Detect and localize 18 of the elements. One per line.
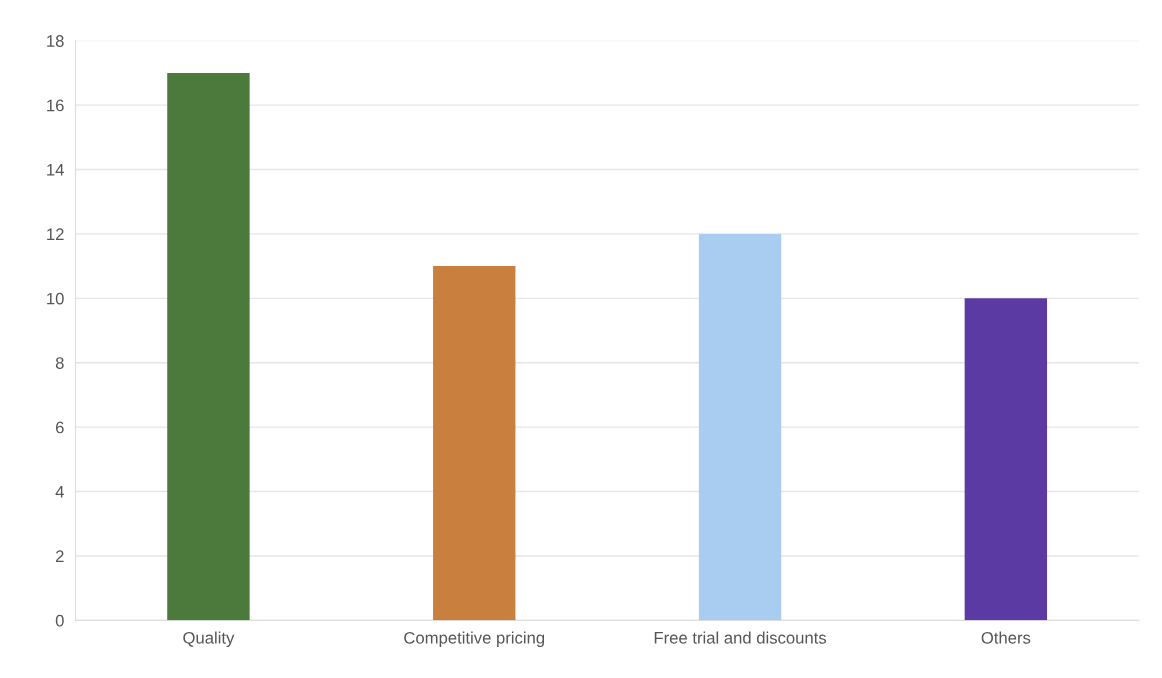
y-tick-label: 18 [47, 35, 64, 47]
y-tick-label: 14 [47, 164, 64, 176]
y-tick-label: 6 [56, 421, 64, 434]
bar [964, 298, 1048, 621]
x-tick-label: Others [981, 631, 1031, 644]
y-tick-label: 0 [55, 614, 64, 627]
y-tick-label: 2 [55, 550, 64, 562]
y-tick-label: 12 [47, 228, 64, 240]
x-tick-label: Competitive pricing [404, 631, 545, 648]
bar [167, 72, 250, 621]
y-tick-label: 10 [47, 292, 64, 305]
y-tick-label: 16 [47, 99, 64, 112]
y-tick-label: 8 [55, 357, 64, 369]
x-tick-label: Quality [183, 631, 235, 648]
y-tick-label: 4 [55, 486, 64, 498]
x-tick-label: Free trial and discounts [654, 631, 827, 644]
bar [698, 233, 782, 621]
bar [433, 266, 516, 621]
